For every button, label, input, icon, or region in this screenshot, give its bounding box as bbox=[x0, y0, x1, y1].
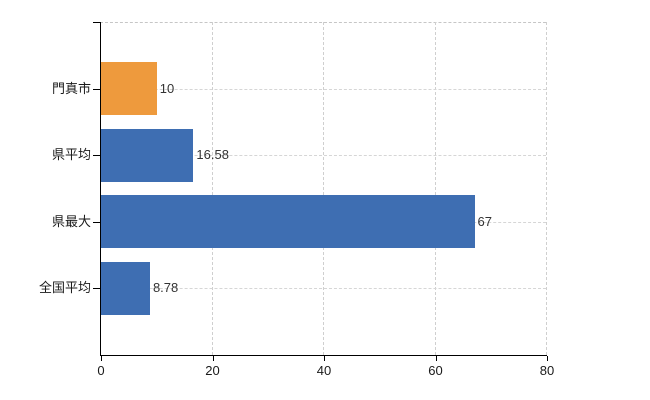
x-tick-label: 20 bbox=[205, 363, 220, 378]
x-axis-tick bbox=[101, 356, 102, 361]
x-axis-tick bbox=[547, 356, 548, 361]
value-label: 8.78 bbox=[152, 280, 179, 295]
x-axis-tick bbox=[324, 356, 325, 361]
x-tick-label: 60 bbox=[428, 363, 443, 378]
y-axis-tick bbox=[93, 288, 100, 289]
horizontal-gridline bbox=[100, 288, 546, 289]
vertical-gridline bbox=[546, 22, 547, 355]
bar bbox=[101, 261, 150, 315]
horizontal-gridline bbox=[100, 155, 546, 156]
bar bbox=[101, 128, 194, 182]
x-tick-label: 0 bbox=[97, 363, 105, 378]
bar bbox=[101, 195, 475, 248]
y-axis-line bbox=[100, 22, 101, 355]
category-label: 県最大 bbox=[51, 213, 91, 229]
y-axis-tick bbox=[93, 88, 100, 90]
value-label: 10 bbox=[159, 80, 175, 96]
vertical-gridline bbox=[434, 22, 436, 355]
category-label: 全国平均 bbox=[38, 280, 91, 295]
y-axis-tick bbox=[93, 221, 100, 223]
x-tick-label: 80 bbox=[539, 363, 555, 378]
category-label: 県平均 bbox=[51, 147, 91, 162]
vertical-gridline bbox=[323, 22, 324, 355]
value-label: 67 bbox=[477, 213, 492, 229]
bar bbox=[101, 62, 157, 115]
x-axis-line bbox=[100, 355, 547, 356]
category-label: 門真市 bbox=[51, 80, 91, 96]
horizontal-gridline bbox=[100, 88, 546, 90]
x-axis-tick bbox=[435, 356, 437, 361]
vertical-gridline bbox=[211, 22, 213, 355]
value-label: 16.58 bbox=[196, 147, 229, 162]
x-axis-tick bbox=[212, 356, 214, 361]
y-axis-tick bbox=[93, 155, 100, 156]
x-tick-label: 40 bbox=[316, 363, 332, 378]
y-axis-top-tick bbox=[93, 22, 100, 23]
